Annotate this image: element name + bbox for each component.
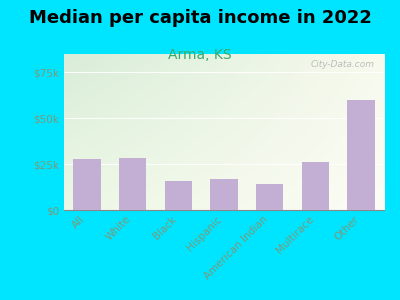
- Bar: [348, 100, 375, 210]
- Bar: [210, 179, 238, 210]
- Bar: [73, 159, 100, 210]
- Text: Median per capita income in 2022: Median per capita income in 2022: [28, 9, 372, 27]
- Text: City-Data.com: City-Data.com: [310, 60, 374, 69]
- Bar: [256, 184, 284, 210]
- Bar: [302, 162, 329, 210]
- Bar: [119, 158, 146, 210]
- Bar: [164, 181, 192, 210]
- Text: Arma, KS: Arma, KS: [168, 48, 232, 62]
